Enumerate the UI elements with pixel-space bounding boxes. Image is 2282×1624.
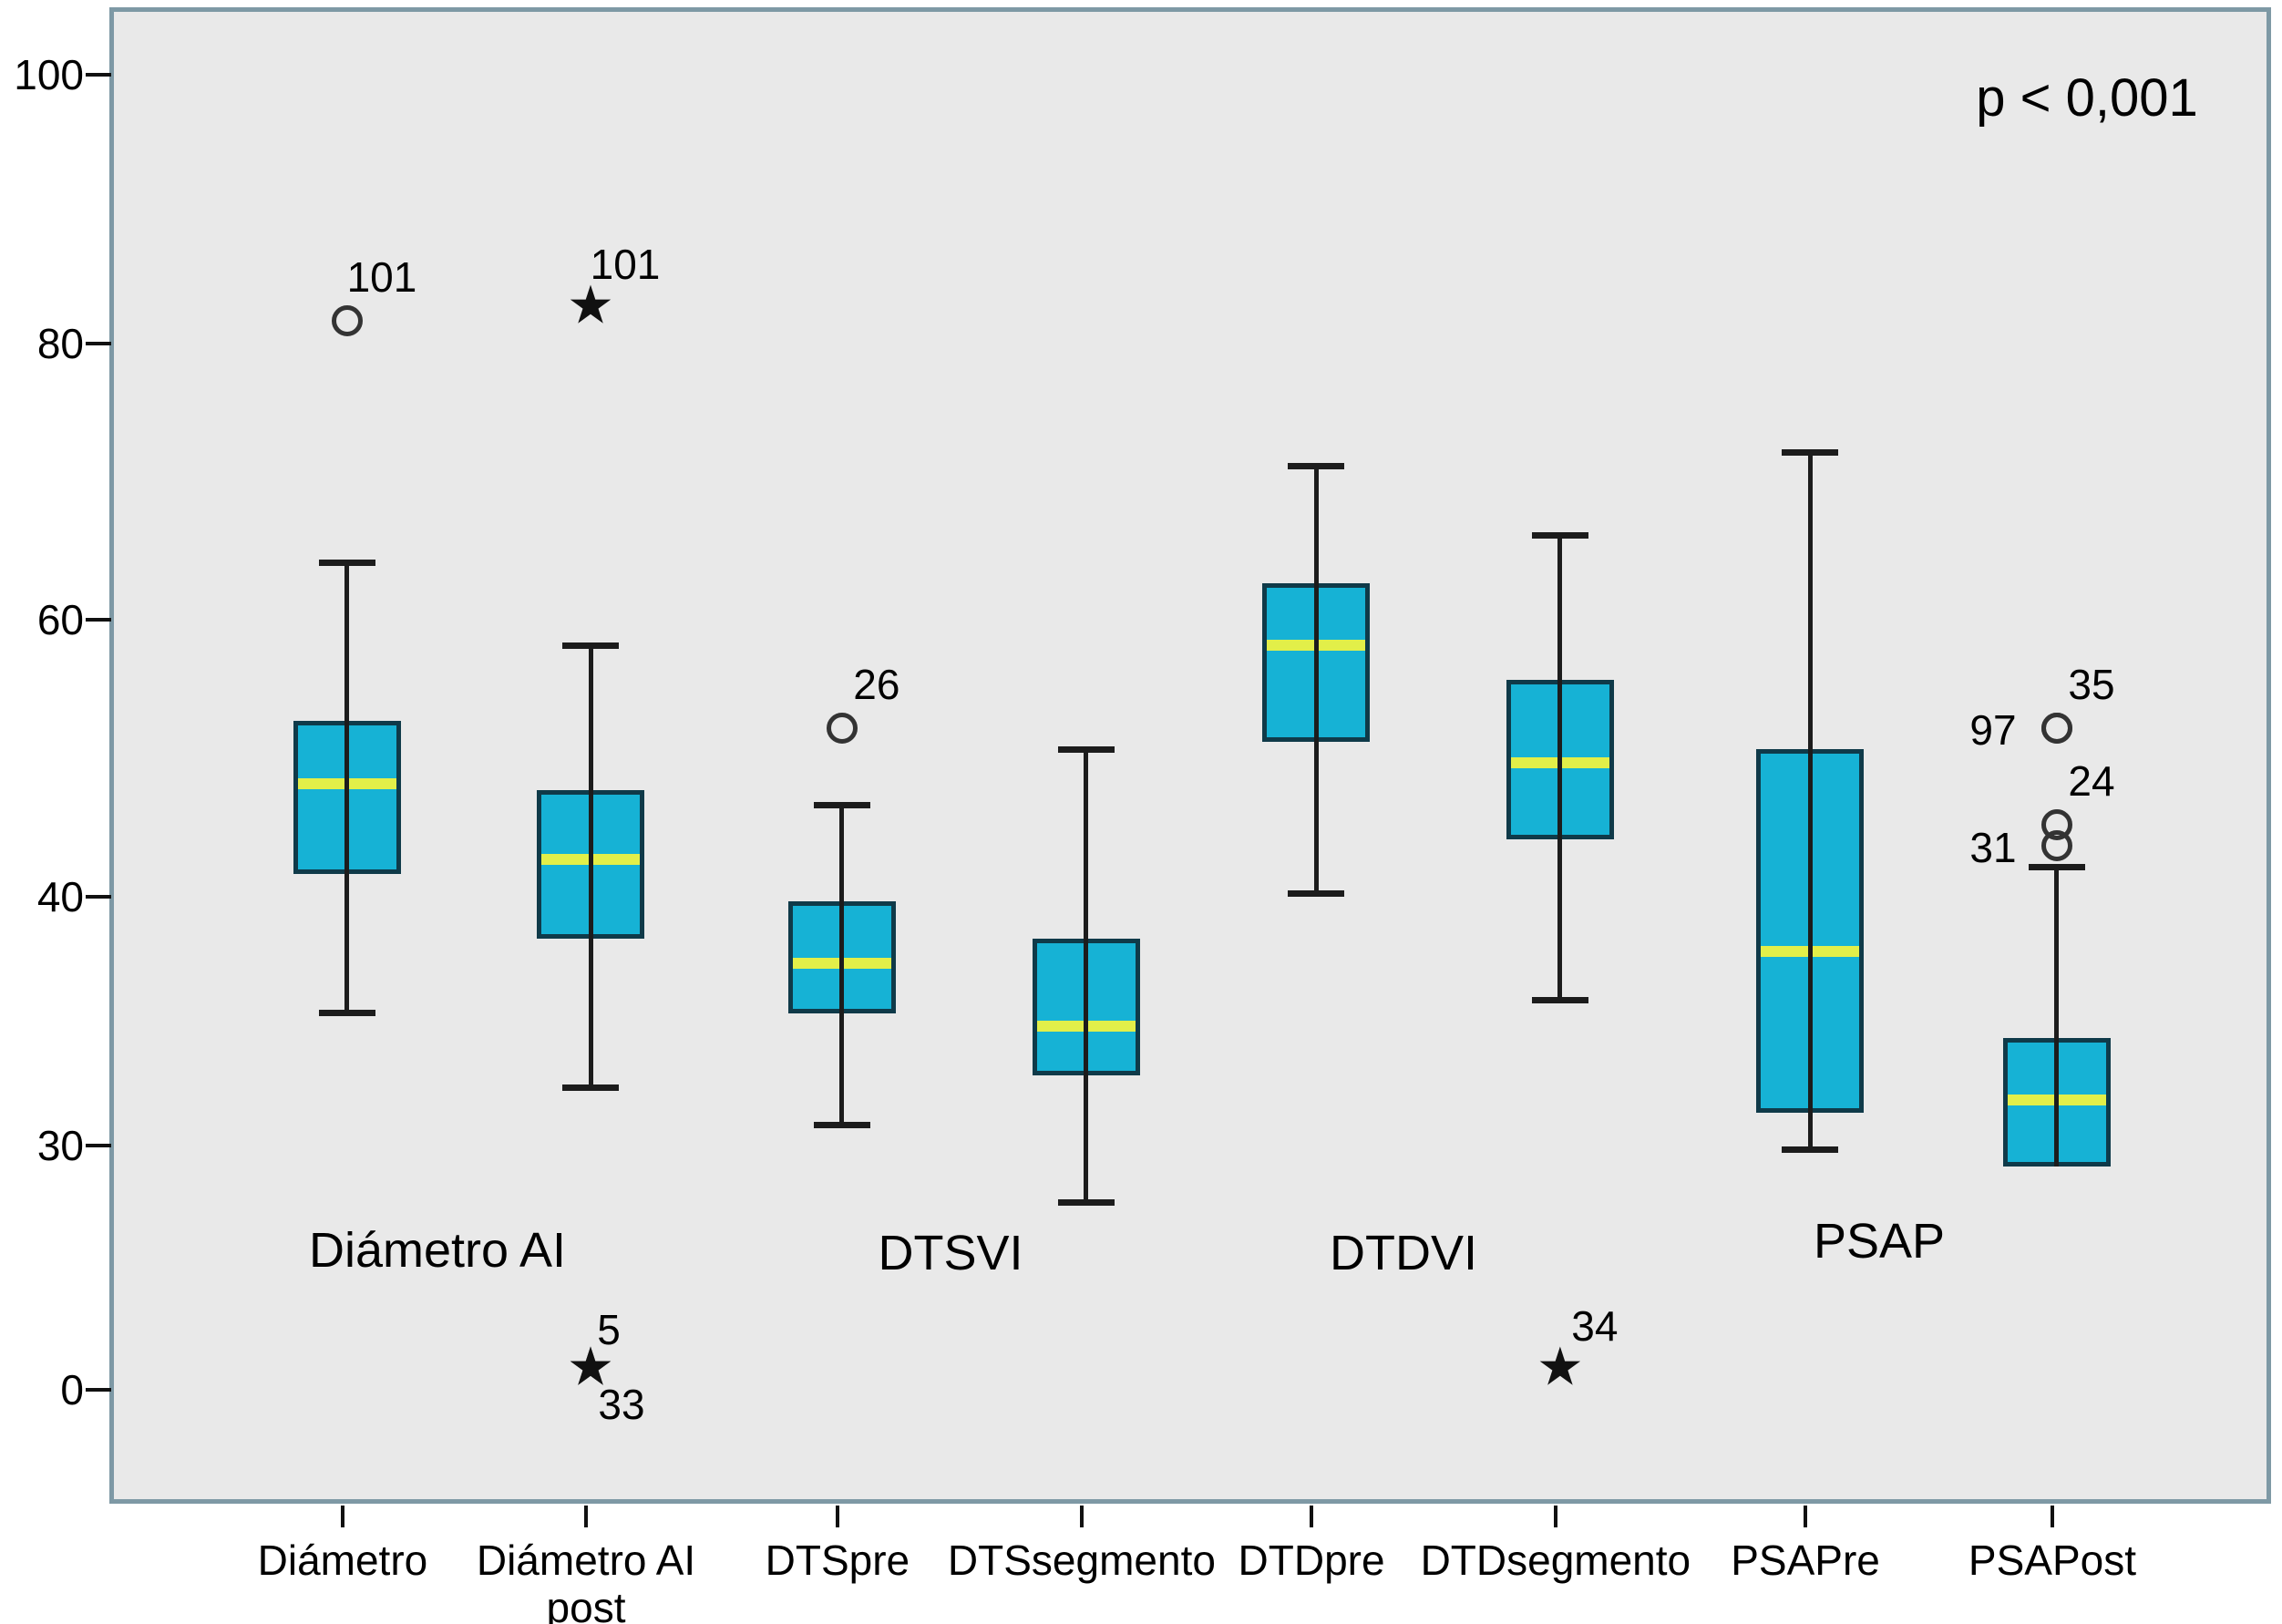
outlier-star-marker: ★: [1536, 1337, 1584, 1397]
whisker-line: [588, 644, 593, 1088]
y-tick-mark: [86, 1144, 111, 1148]
x-tick-label: PSAPre: [1731, 1537, 1880, 1584]
x-tick-label: DTDpre: [1238, 1537, 1385, 1584]
x-tick-label: Diámetro: [257, 1537, 428, 1584]
y-tick-label: 40: [36, 873, 84, 920]
x-tick-label: Diámetro AI post: [476, 1537, 696, 1624]
whisker-cap-bottom: [562, 1084, 620, 1091]
outlier-case-label: 35: [2068, 661, 2115, 709]
outlier-circle-marker: [2040, 713, 2072, 745]
whisker-cap-top: [318, 559, 375, 566]
y-tick-label: 30: [36, 1122, 84, 1170]
outlier-case-label: 31: [1969, 824, 2017, 872]
y-tick-label: 80: [36, 319, 84, 367]
x-tick-label: PSAPost: [1968, 1537, 2136, 1584]
x-tick-mark: [2050, 1506, 2054, 1527]
y-tick-mark: [86, 73, 111, 77]
whisker-cap-top: [562, 642, 620, 649]
outlier-case-label: 34: [1571, 1302, 1619, 1351]
whisker-cap-bottom: [1531, 997, 1588, 1004]
outlier-star-marker: ★: [567, 1337, 615, 1397]
x-tick-mark: [1804, 1506, 1808, 1527]
y-tick-mark: [86, 895, 111, 899]
outlier-star-marker: ★: [567, 1337, 615, 1397]
outlier-case-label: 97: [1969, 706, 2017, 755]
x-tick-label: DTSpre: [765, 1537, 910, 1584]
whisker-line: [1313, 465, 1319, 895]
whisker-cap-bottom: [1782, 1146, 1839, 1154]
group-label: DTSVI: [878, 1226, 1023, 1280]
whisker-line: [1084, 748, 1089, 1204]
whisker-line: [344, 561, 350, 1013]
outlier-case-label: 5: [597, 1306, 621, 1354]
y-tick-mark: [86, 341, 111, 345]
outlier-circle-marker: [331, 305, 363, 337]
whisker-line: [839, 804, 845, 1125]
whisker-cap-bottom: [318, 1009, 375, 1016]
x-tick-mark: [584, 1506, 589, 1527]
x-tick-mark: [835, 1506, 839, 1527]
whisker-cap-top: [1288, 462, 1345, 469]
y-tick-mark: [86, 618, 111, 622]
x-tick-label: DTDsegmento: [1420, 1537, 1691, 1584]
whisker-cap-top: [2028, 864, 2085, 870]
whisker-line: [2054, 867, 2060, 1167]
whisker-cap-top: [813, 801, 870, 808]
outlier-circle-marker: [826, 713, 858, 745]
x-tick-mark: [1079, 1506, 1084, 1527]
whisker-cap-top: [1057, 745, 1115, 753]
outlier-star-marker: ★: [567, 275, 615, 335]
group-label: PSAP: [1813, 1214, 1946, 1269]
y-tick-label: 60: [36, 596, 84, 644]
outlier-case-label: 101: [590, 240, 661, 288]
whisker-line: [1807, 451, 1813, 1151]
outlier-case-label: 101: [346, 253, 417, 302]
outlier-case-label: 26: [853, 661, 900, 709]
p-value-annotation: p < 0,001: [1976, 68, 2198, 128]
y-tick-mark: [86, 1388, 111, 1393]
whisker-cap-bottom: [1057, 1199, 1115, 1207]
outlier-case-label: 33: [598, 1381, 645, 1429]
whisker-cap-top: [1531, 531, 1588, 539]
whisker-line: [1557, 534, 1563, 1002]
x-tick-mark: [340, 1506, 344, 1527]
group-label: Diámetro AI: [308, 1223, 567, 1278]
y-tick-label: 100: [14, 51, 84, 99]
outlier-case-label: 24: [2068, 757, 2115, 806]
whisker-cap-top: [1782, 448, 1839, 456]
x-tick-label: DTSsegmento: [947, 1537, 1216, 1584]
plot-area: 101 ★ 101 ★ 5 ★ 33 26 ★ 34 97 35 24 31: [109, 7, 2271, 1504]
x-tick-mark: [1553, 1506, 1557, 1527]
group-label: DTDVI: [1330, 1226, 1477, 1280]
whisker-cap-bottom: [813, 1121, 870, 1128]
y-tick-label: 0: [60, 1366, 84, 1414]
outlier-circle-marker: [2040, 830, 2072, 862]
x-tick-mark: [1310, 1506, 1314, 1527]
whisker-cap-bottom: [1288, 890, 1345, 898]
